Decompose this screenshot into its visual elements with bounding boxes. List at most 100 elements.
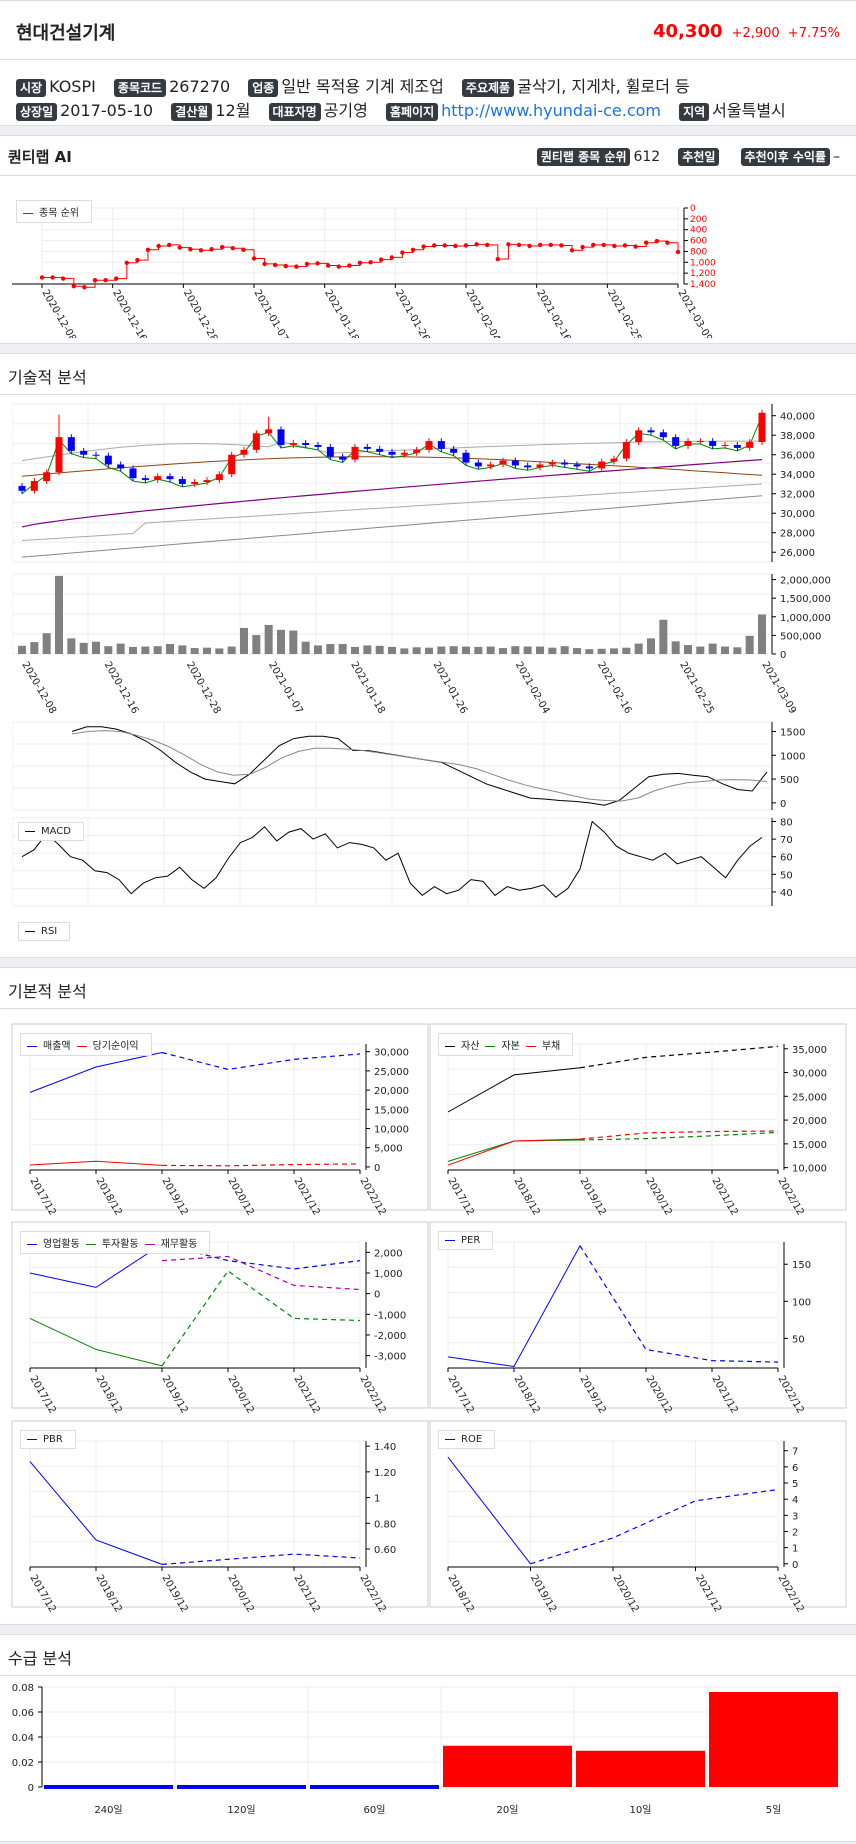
rank-point <box>251 256 257 261</box>
candle-body <box>684 441 692 446</box>
candle-body <box>277 429 285 445</box>
sales-ytick: 15,000 <box>374 1105 409 1116</box>
candle-body <box>672 437 680 446</box>
cashflow-solid-line <box>29 1317 163 1367</box>
rank-point <box>326 263 331 268</box>
fundamental-svg: 30,000 25,000 20,000 15,000 10,000 5,000 0 2 0 1 7… <box>11 1023 847 1614</box>
products-value: 굴삭기, 지게차, 휠로더 등 <box>517 77 690 96</box>
rank-point <box>453 243 458 249</box>
volume-bar <box>42 633 51 654</box>
balance-ytick: 25,000 <box>792 1092 827 1103</box>
candle-body <box>437 441 445 449</box>
macd-ytick: 1500 <box>780 728 805 739</box>
volume-bar <box>610 648 618 654</box>
rank-point <box>432 243 437 248</box>
volume-bar <box>486 646 495 654</box>
rank-point <box>198 248 204 253</box>
macd-ytick: 1000 <box>780 751 805 762</box>
candle-body <box>548 462 556 465</box>
supply-bar <box>44 1785 173 1789</box>
homepage-link[interactable]: http://www.hyundai-ce.com <box>441 101 661 120</box>
rsi-legend-label: RSI <box>41 926 58 937</box>
homepage-tag: 홈페이지 <box>385 103 439 121</box>
candle-body <box>400 452 408 455</box>
candle-body <box>339 456 347 460</box>
volume-bar <box>425 647 433 654</box>
quantilab-stats: 퀀티랩 종목 순위 612 추천일 추천이후 수익률 – <box>536 146 840 166</box>
price-ytick: 26,000 <box>780 548 815 559</box>
volume-bar <box>412 647 421 654</box>
roe-ytick: 2 <box>792 1527 798 1538</box>
candle-body <box>524 465 532 468</box>
balance-solid-line <box>447 1138 581 1166</box>
roe-ytick: 1 <box>792 1544 798 1555</box>
supply-bar <box>443 1745 572 1787</box>
pbr-legend: PBR <box>20 1430 76 1449</box>
rank-point <box>516 242 522 248</box>
signal-line <box>71 730 768 802</box>
roe-ytick: 4 <box>792 1495 798 1506</box>
rsi-legend: RSI <box>18 922 71 941</box>
volume-bar <box>301 641 310 654</box>
candle-body <box>573 464 581 467</box>
stock-change-pct: +7.75% <box>787 26 840 41</box>
rank-point <box>591 242 596 248</box>
candle-body <box>450 448 458 453</box>
candle-body <box>511 460 519 466</box>
ceo-tag: 대표자명 <box>268 103 321 121</box>
volume-bar <box>560 646 569 654</box>
cashflow-dashed-line <box>161 1255 361 1291</box>
stock-header-card: 현대건설기계 40,300 +2,900 +7.75% 시장 KOSPI 종목코드… <box>0 0 856 126</box>
equity-legend-label: 자본 <box>501 1041 520 1052</box>
volume-xtick: 2021-02-04 <box>513 660 552 716</box>
rank-point <box>273 262 278 268</box>
fin-legend-label: 재무활동 <box>160 1239 198 1250</box>
rank-point <box>474 242 479 247</box>
candle-body <box>733 444 741 448</box>
pbr-ytick: 0.80 <box>374 1519 396 1530</box>
volume-bar <box>338 643 347 654</box>
balance-ytick: 35,000 <box>792 1045 827 1056</box>
candle-body <box>141 478 149 481</box>
candle-body <box>166 476 174 480</box>
volume-bar <box>351 646 359 654</box>
code-tag: 종목코드 <box>113 79 167 97</box>
volume-xtick: 2021-02-16 <box>595 660 634 716</box>
rank-point <box>675 249 681 255</box>
pbr-legend-label: PBR <box>43 1434 63 1445</box>
pbr-solid-line <box>29 1461 163 1565</box>
balance-legend: 자산 자본 부채 <box>438 1033 574 1056</box>
info-row-1: 시장 KOSPI 종목코드 267270 업종 일반 목적용 기계 제조업 주요제품 굴… <box>16 73 703 97</box>
rank-point <box>135 257 140 263</box>
rank-point <box>294 264 299 269</box>
balance-dashed-line <box>579 1045 779 1069</box>
supply-xtick: 5일 <box>766 1804 782 1816</box>
listed-tag: 상장일 <box>16 103 58 121</box>
supply-bar <box>576 1750 705 1787</box>
cashflow-ytick: -1,000 <box>374 1310 406 1321</box>
volume-ytick: 2,000,000 <box>780 576 831 587</box>
macd-ytick: 500 <box>780 775 799 786</box>
volume-xtick: 2020-12-16 <box>102 660 141 716</box>
roe-ytick: 5 <box>792 1479 798 1490</box>
rank-xtick: 2021-02-04 <box>463 288 502 338</box>
cashflow-ytick: 0 <box>374 1290 380 1301</box>
rank-point <box>538 242 543 248</box>
price-ytick: 28,000 <box>780 529 815 540</box>
rank-xtick: 2020-12-28 <box>181 288 220 338</box>
volume-bar <box>400 648 409 654</box>
supply-ytick: 0.04 <box>12 1733 34 1744</box>
per-solid-line <box>447 1245 581 1368</box>
candle-body <box>499 460 507 465</box>
candle-body <box>610 458 618 462</box>
quantilab-title: 퀀티랩 AI <box>8 148 72 166</box>
candle-body <box>363 446 371 449</box>
volume-ytick: 0 <box>780 650 786 661</box>
macd-ytick: 0 <box>780 799 786 810</box>
supply-bar <box>709 1692 838 1787</box>
op-legend-label: 영업활동 <box>43 1239 80 1250</box>
rec-return-tag: 추천이후 수익률 <box>740 148 830 166</box>
market-value: KOSPI <box>49 77 96 96</box>
volume-ytick: 500,000 <box>780 631 821 642</box>
